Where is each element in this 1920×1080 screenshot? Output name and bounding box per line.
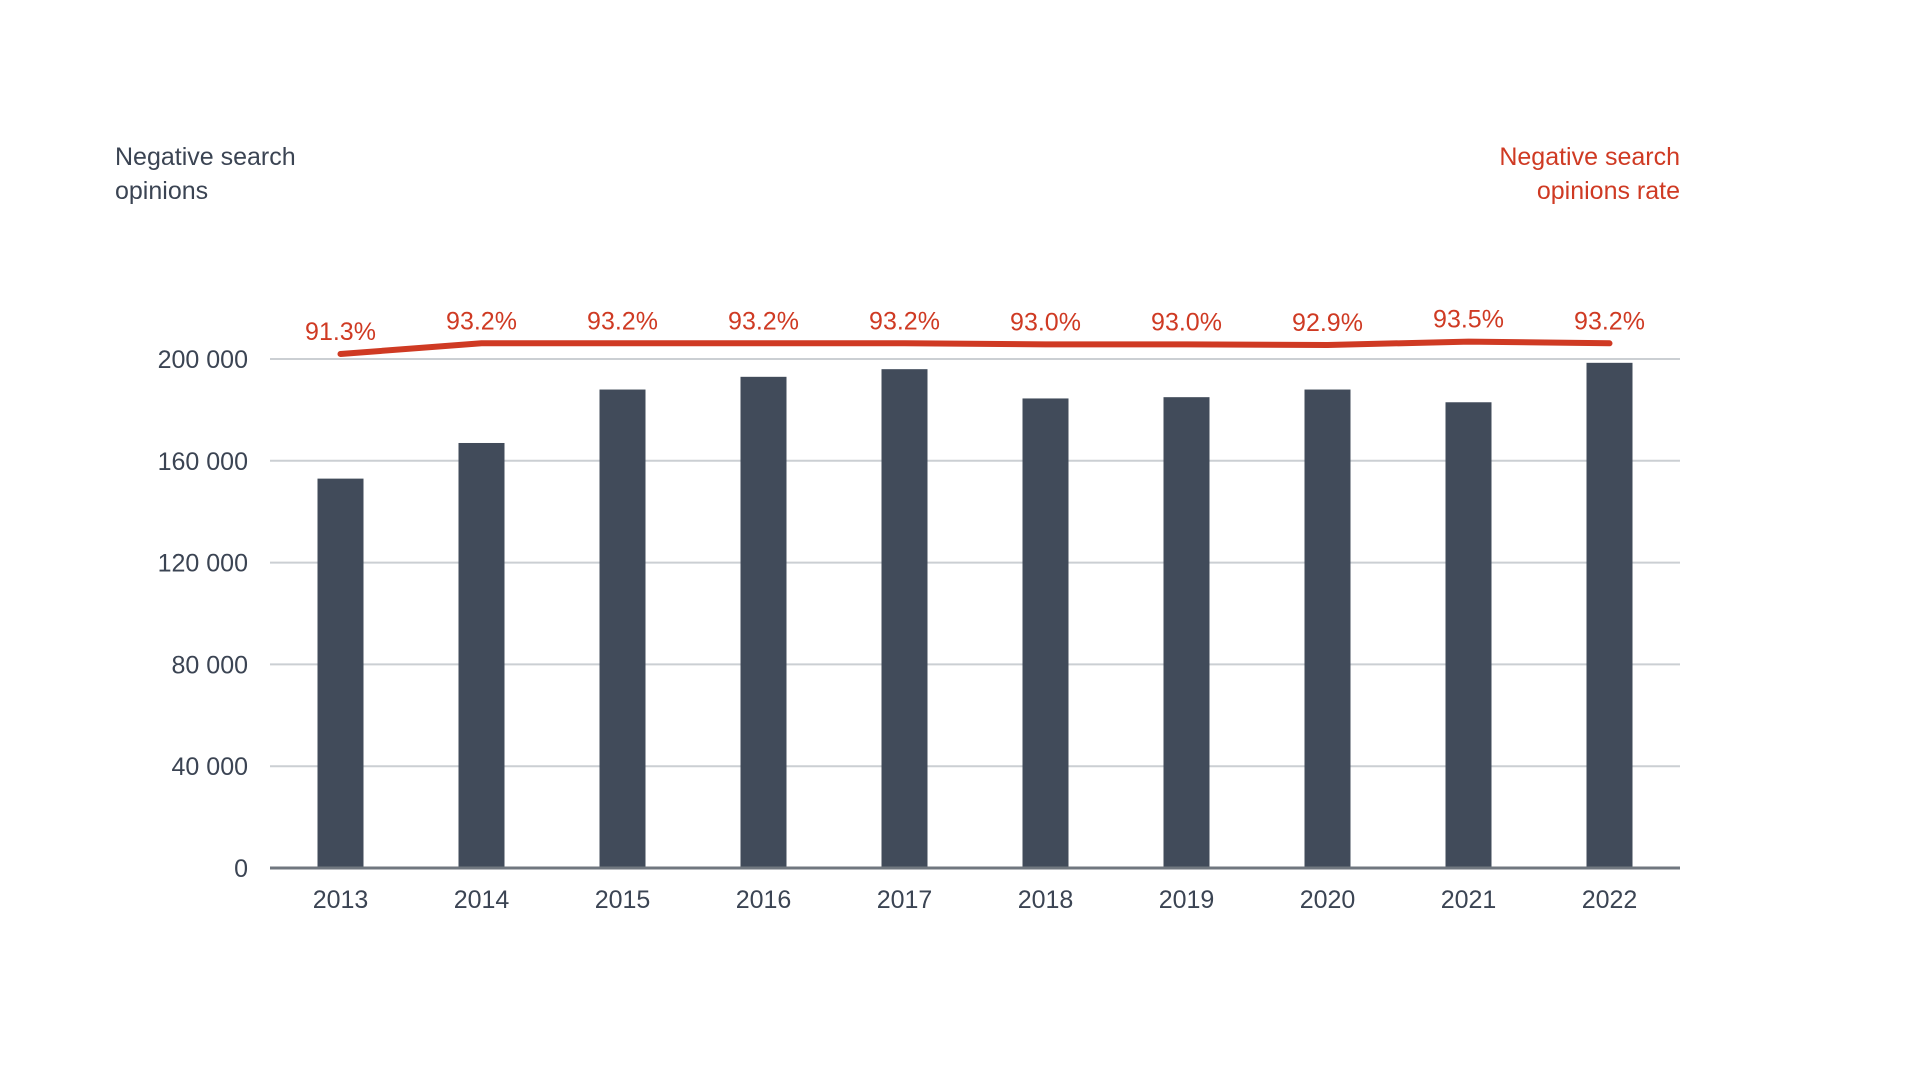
x-tick-label: 2014 bbox=[454, 886, 510, 914]
rate-label: 93.2% bbox=[446, 307, 517, 335]
y-tick-label: 160 000 bbox=[158, 448, 248, 476]
y-tick-label: 40 000 bbox=[172, 753, 248, 781]
bar bbox=[1022, 398, 1069, 867]
rate-label: 93.2% bbox=[869, 307, 940, 335]
bar bbox=[1163, 397, 1210, 867]
bar bbox=[1304, 389, 1351, 867]
rate-label: 93.0% bbox=[1151, 308, 1222, 336]
bar bbox=[599, 389, 646, 867]
bar bbox=[881, 369, 928, 867]
rate-label: 93.2% bbox=[1574, 307, 1645, 335]
rate-line bbox=[337, 338, 1613, 357]
x-tick-label: 2018 bbox=[1018, 886, 1074, 914]
y-tick-label: 0 bbox=[234, 855, 248, 883]
rate-label: 93.2% bbox=[728, 307, 799, 335]
x-tick-label: 2017 bbox=[877, 886, 933, 914]
rate-label: 93.0% bbox=[1010, 308, 1081, 336]
x-tick-label: 2019 bbox=[1159, 886, 1215, 914]
bar bbox=[317, 478, 364, 867]
x-tick-label: 2021 bbox=[1441, 886, 1497, 914]
rate-label: 92.9% bbox=[1292, 309, 1363, 337]
y-tick-label: 120 000 bbox=[158, 550, 248, 578]
bar bbox=[1586, 362, 1633, 867]
rate-label: 93.5% bbox=[1433, 306, 1504, 334]
x-tick-label: 2015 bbox=[595, 886, 651, 914]
x-tick-label: 2022 bbox=[1582, 886, 1638, 914]
bar bbox=[458, 442, 505, 867]
x-tick-label: 2016 bbox=[736, 886, 792, 914]
rate-label: 93.2% bbox=[587, 307, 658, 335]
y-tick-label: 80 000 bbox=[172, 651, 248, 679]
y-tick-label: 200 000 bbox=[158, 346, 248, 374]
left-axis-title: Negative search opinions bbox=[115, 143, 296, 205]
right-axis-title: Negative search opinions rate bbox=[1499, 143, 1680, 205]
x-tick-label: 2020 bbox=[1300, 886, 1356, 914]
x-tick-label: 2013 bbox=[313, 886, 369, 914]
rate-label: 91.3% bbox=[305, 318, 376, 346]
bar bbox=[1445, 402, 1492, 867]
bar bbox=[740, 376, 787, 867]
